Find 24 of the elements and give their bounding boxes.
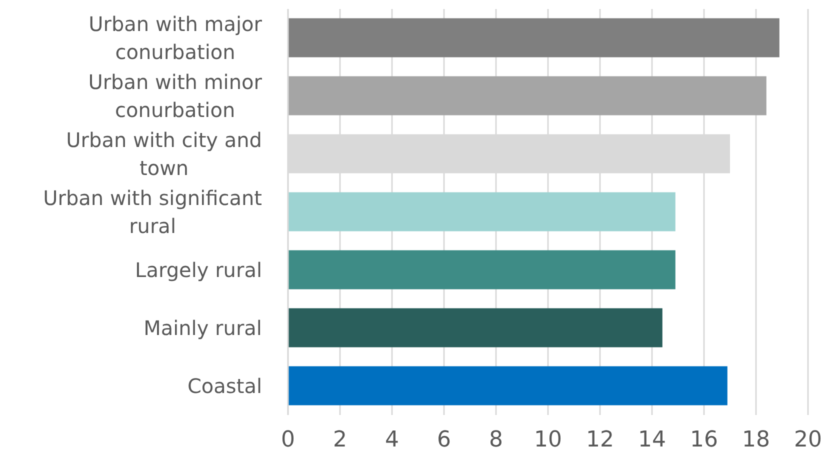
bar xyxy=(288,18,780,58)
x-tick-label: 14 xyxy=(638,428,666,453)
bar xyxy=(288,366,728,406)
y-tick-label: Largely rural xyxy=(135,258,262,282)
y-tick-label: Urban with city and town xyxy=(66,128,262,180)
bar xyxy=(288,250,676,290)
x-tick-label: 16 xyxy=(690,428,718,453)
x-tick-label: 10 xyxy=(534,428,562,453)
y-tick-label: Urban with minor conurbation xyxy=(88,70,263,122)
y-tick-label: Urban with significant rural xyxy=(43,186,262,238)
x-tick-label: 18 xyxy=(742,428,770,453)
x-tick-label: 8 xyxy=(489,428,503,453)
x-tick-label: 4 xyxy=(385,428,399,453)
y-tick-label: Urban with major conurbation xyxy=(88,12,263,64)
y-tick-label: Coastal xyxy=(187,374,262,398)
bar xyxy=(288,192,676,232)
x-tick-label: 20 xyxy=(794,428,822,453)
x-tick-label: 12 xyxy=(586,428,614,453)
x-tick-label: 0 xyxy=(281,428,295,453)
y-tick-label: Mainly rural xyxy=(144,316,262,340)
bar xyxy=(288,308,662,348)
bar xyxy=(288,76,766,116)
x-tick-label: 2 xyxy=(333,428,347,453)
x-tick-label: 6 xyxy=(437,428,451,453)
